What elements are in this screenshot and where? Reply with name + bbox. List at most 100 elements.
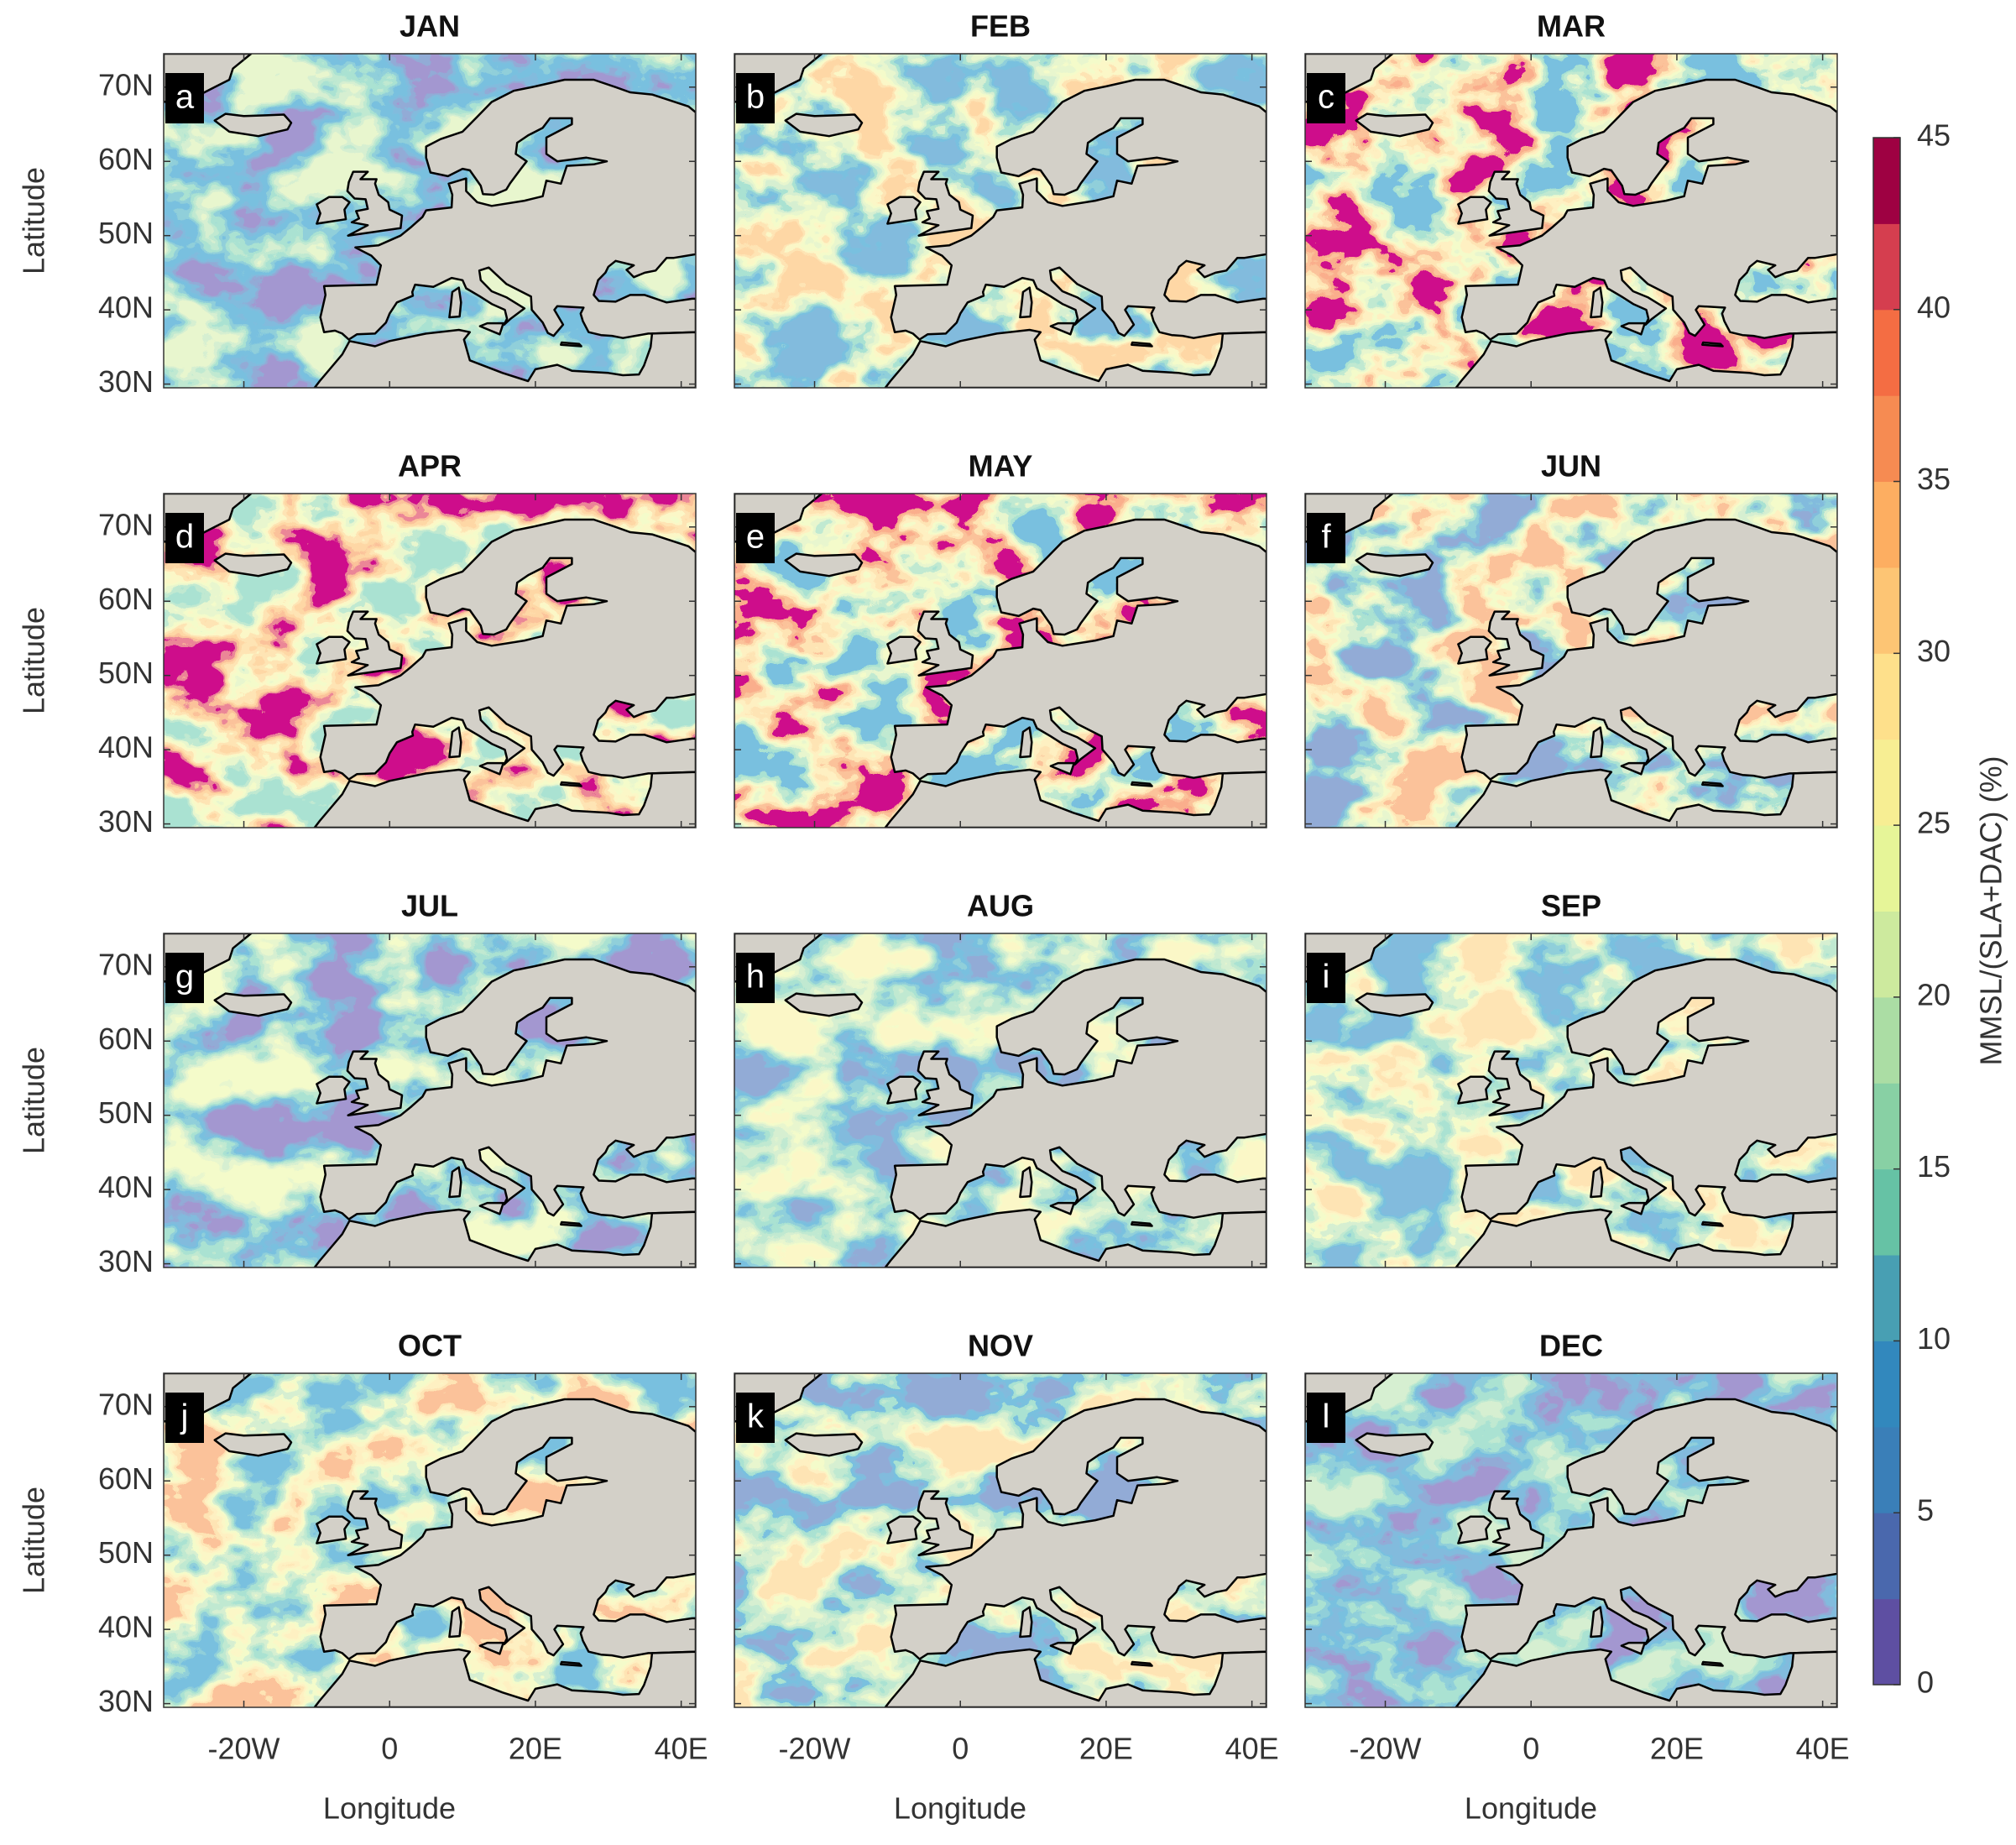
coastline [1457,635,1492,665]
panel-frame [734,493,1267,828]
panel-frame [1304,1372,1838,1708]
x-tick-label: 0 [1522,1732,1539,1766]
coastline [1455,1648,1837,1707]
coastline [1460,1398,1837,1660]
coastline [313,1208,696,1267]
coastline [1590,286,1604,319]
panel-letter: a [175,79,195,116]
coastline [319,518,696,781]
panel-letter-box [165,73,204,123]
coastline [1590,1606,1604,1639]
colorbar-band [1873,739,1900,826]
coastline [1455,768,1837,828]
land [164,933,696,1267]
coastline [886,635,922,665]
coastline [313,1648,696,1707]
coastline [478,321,504,336]
x-tick-label: 40E [1225,1732,1279,1766]
coastline [784,1432,864,1457]
panel-letter: i [1323,959,1330,996]
y-tick-label: 70N [98,1387,154,1421]
panel-letter: l [1323,1398,1330,1435]
panel-title: NOV [968,1329,1033,1363]
coastline [1620,321,1646,336]
colorbar-band [1873,223,1900,311]
coastline [319,78,696,341]
panel-title: DEC [1539,1329,1603,1363]
coastline [346,610,404,677]
land [164,54,696,388]
coastline [1457,196,1492,225]
panel-frame [163,493,697,828]
coastline [890,958,1267,1220]
x-tick-label: 20E [509,1732,562,1766]
coastline [448,726,462,759]
colorbar-band [1873,1598,1900,1686]
coastline [1487,1490,1545,1556]
coastline [1019,1166,1033,1199]
colorbar-tick-label: 10 [1917,1321,1951,1356]
coastline [346,1490,404,1556]
coastline [1019,726,1033,759]
coastline [346,170,404,237]
coastline [478,1201,504,1215]
y-tick-label: 40N [98,290,154,325]
colorbar-band [1873,1513,1900,1600]
colorbar-band [1873,481,1900,568]
colorbar-band [1873,911,1900,998]
coastline [890,518,1267,781]
coastline [1131,1660,1153,1667]
y-tick-label: 50N [98,656,154,690]
coastline [884,1208,1267,1267]
panel-letter: j [180,1398,189,1435]
colorbar-band [1873,1426,1900,1513]
panel-letter-box [165,513,204,563]
panel-letter: d [175,519,194,556]
coastline [1131,781,1153,787]
land [734,933,1267,1267]
coastline [917,170,974,237]
coastline [1131,341,1153,348]
panel-letter-box [165,953,204,1003]
colorbar-band [1873,567,1900,654]
coastline [1457,1515,1492,1544]
coastline [1049,321,1075,336]
coastline [1590,726,1604,759]
panel-title: FEB [970,9,1031,44]
panel-title: MAY [969,449,1033,483]
coastline [886,1075,922,1105]
coastline [1460,958,1837,1220]
panel-frame [1304,493,1838,828]
colorbar-label: MMSL/(SLA+DAC) (%) [1974,755,2008,1065]
panel-title: MAR [1537,9,1606,44]
y-tick-label: 60N [98,582,154,616]
panel-letter-box [1307,1393,1345,1443]
coastline [478,761,504,776]
coastline [1457,1075,1492,1105]
panel-letter-box [1307,953,1345,1003]
coastline [1701,1660,1724,1667]
coastline [1049,1641,1075,1655]
panel-letter-box [736,513,775,563]
panel-letter: f [1321,519,1331,556]
colorbar-tick-label: 30 [1917,634,1951,668]
coastline [1701,781,1724,787]
panel-title: AUG [967,889,1034,923]
y-tick-label: 30N [98,364,154,399]
panel-letter-box [736,953,775,1003]
colorbar-tick-label: 5 [1917,1493,1934,1528]
coastline [1355,1432,1434,1457]
panel-letter: e [746,519,765,556]
colorbar-tick-label: 40 [1917,290,1951,324]
x-axis-label: Longitude [894,1791,1026,1826]
coastline [1620,761,1646,776]
coastline [213,112,293,138]
land [734,494,1267,828]
panel-title: SEP [1541,889,1601,923]
coastline [213,1432,293,1457]
panel-letter: b [746,79,765,116]
panel-letter-box [165,1393,204,1443]
coastline [213,552,293,578]
coastline [1620,1641,1646,1655]
coastline [1455,328,1837,388]
